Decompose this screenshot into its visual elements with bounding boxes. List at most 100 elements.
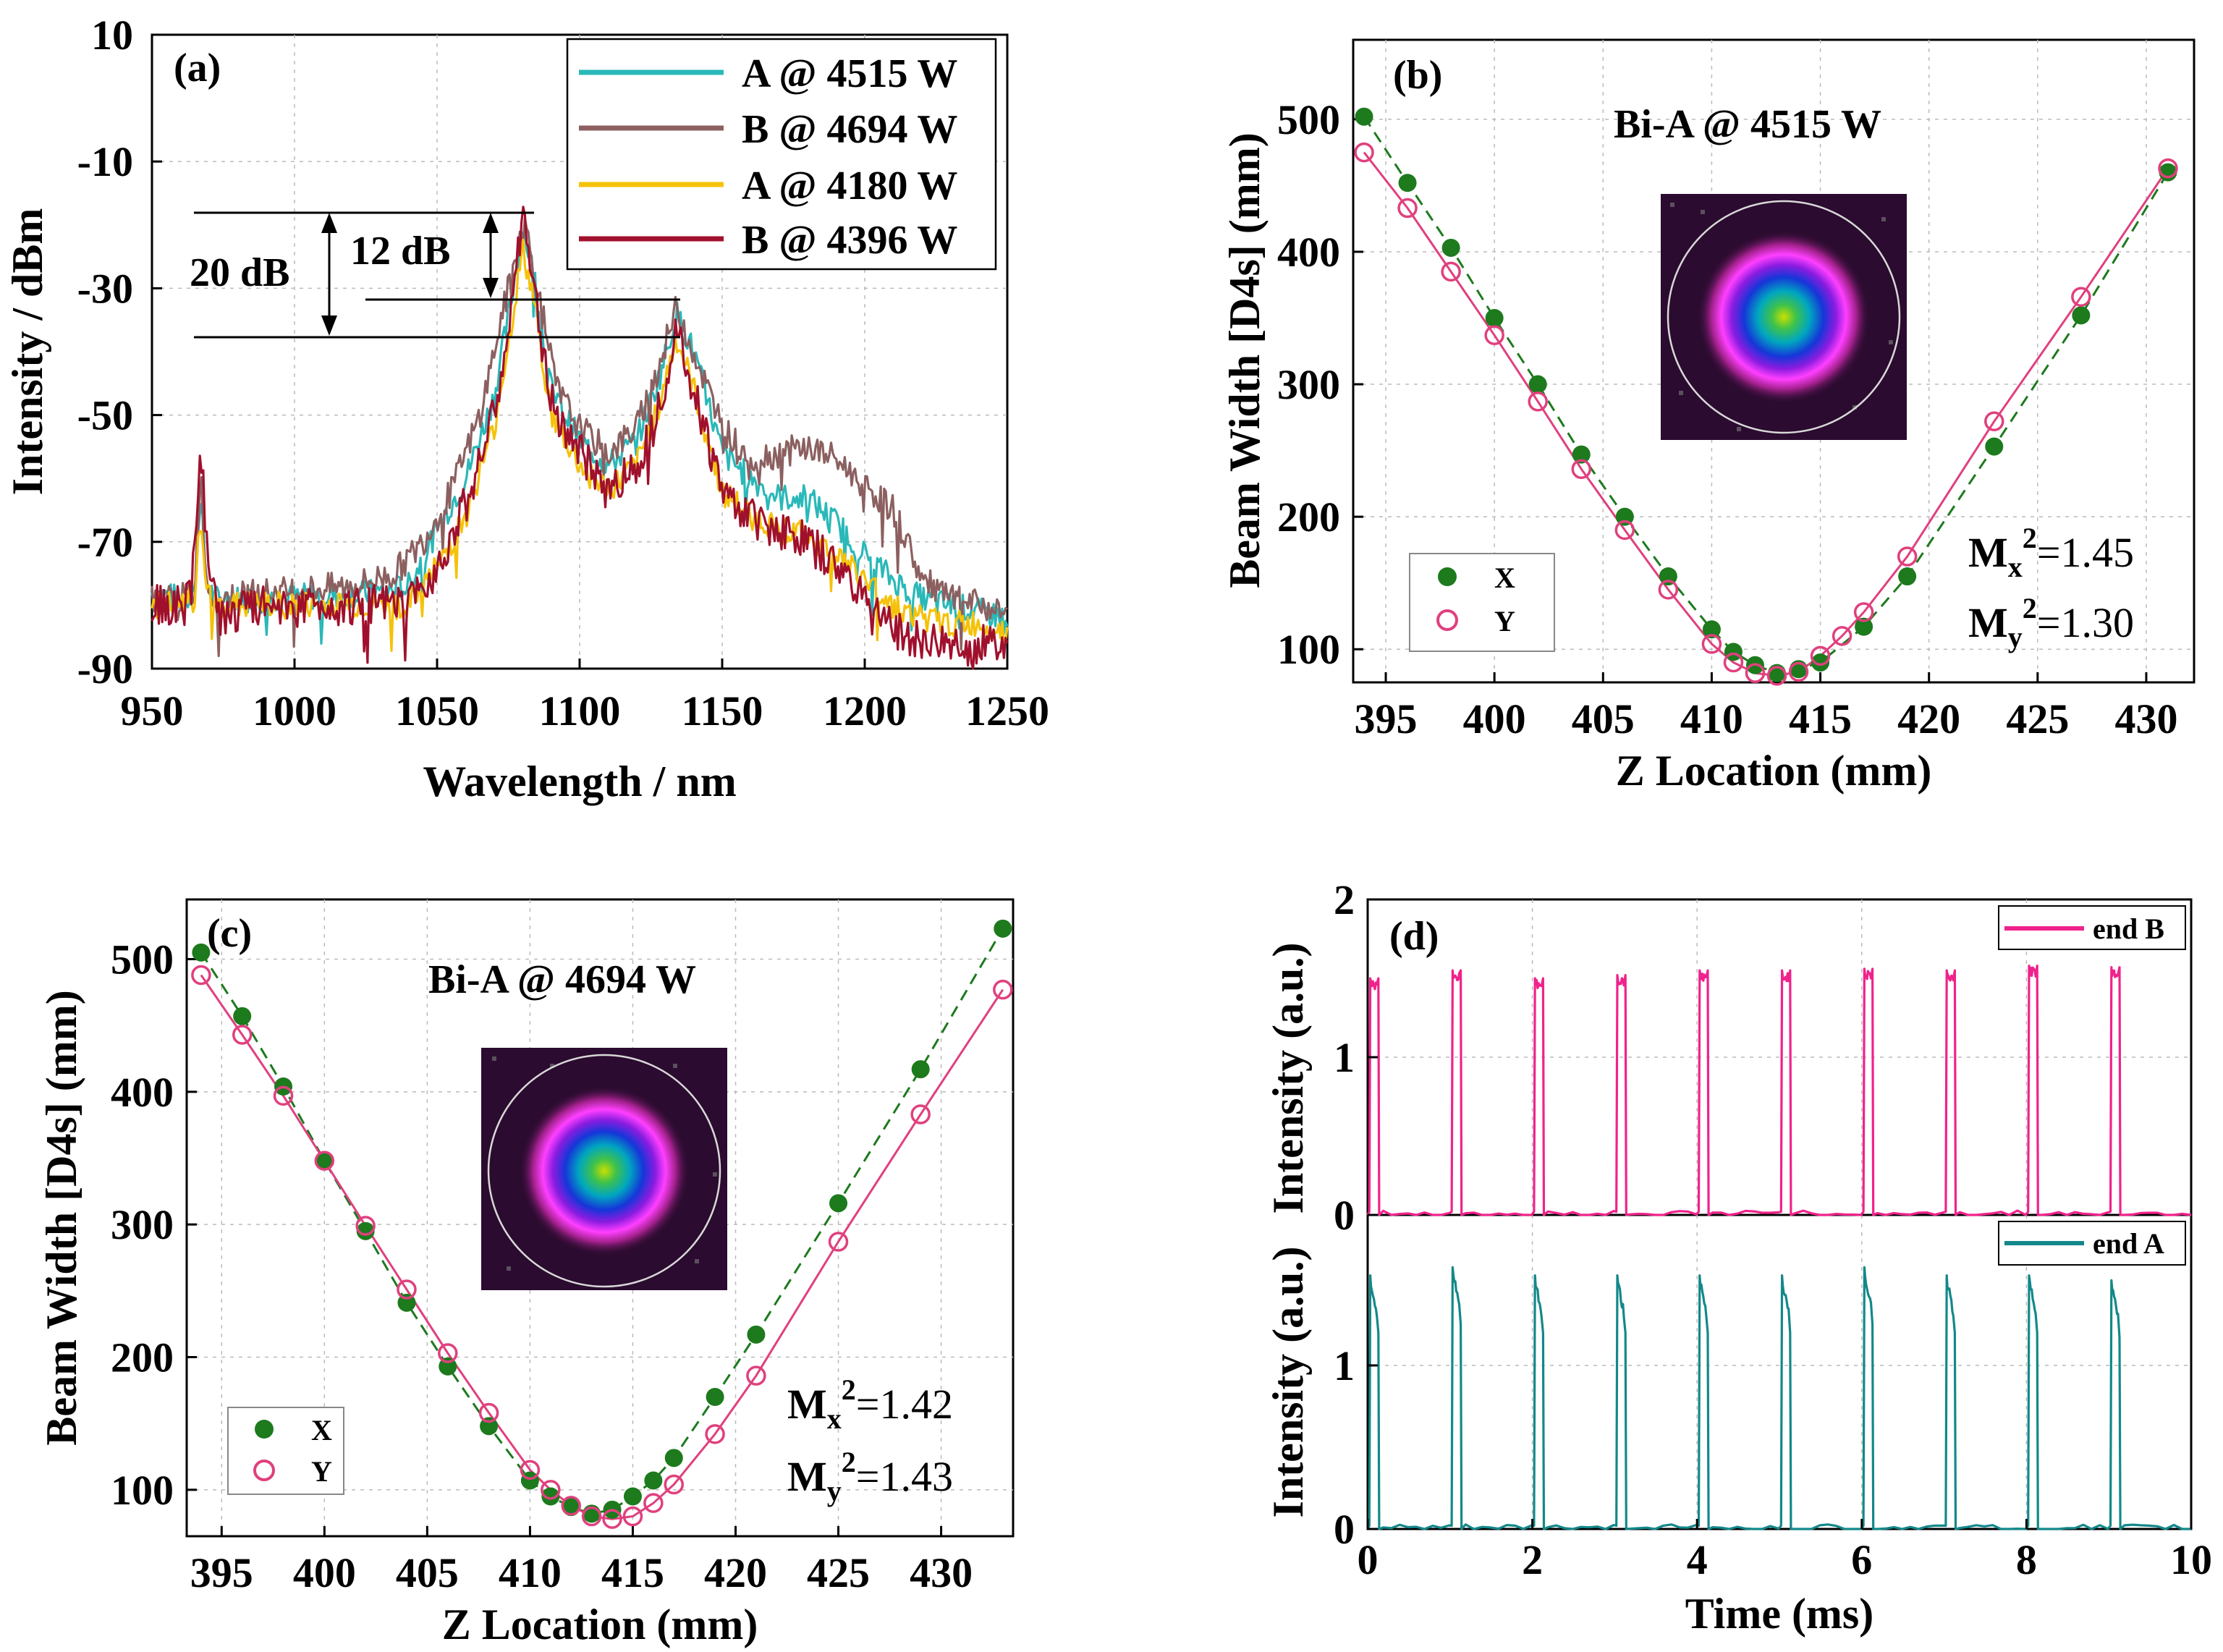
panel-b-m2x-value: =1.45 — [2037, 529, 2134, 576]
panel-b-point-x — [1355, 107, 1373, 126]
panel-b-point-y — [1658, 580, 1679, 600]
panel-c-point-x — [562, 1498, 580, 1517]
panel-b-point-y — [1832, 626, 1852, 646]
panel-c-point-y — [273, 1085, 294, 1106]
panel-a-ylabel: Intensity / dBm — [4, 208, 51, 496]
panel-d-top-ytick-label: 1 — [1334, 1034, 1355, 1081]
panel-c-ytick-label: 200 — [111, 1334, 174, 1381]
panel-a-series — [151, 206, 1009, 670]
panel-d-xtick-label: 8 — [2016, 1536, 2037, 1583]
panel-c-xtick-label: 425 — [807, 1549, 870, 1596]
panel-b-xtick-label: 425 — [2006, 695, 2069, 742]
legend-label-end-a: end A — [2093, 1227, 2164, 1260]
panel-d-xtick-label: 10 — [2170, 1536, 2212, 1583]
noise-pixel — [1701, 210, 1705, 214]
panel-b-xtick-label: 410 — [1680, 695, 1743, 742]
panel-b-xtick-label: 405 — [1572, 695, 1635, 742]
panel-d-xtick-label: 6 — [1851, 1536, 1872, 1583]
panel-b-point-y — [1701, 634, 1722, 654]
panel-b-point-x — [1702, 620, 1721, 639]
noise-pixel — [1889, 340, 1893, 344]
panel-b-point-y — [1571, 459, 1592, 479]
panel-c-point-y — [746, 1365, 766, 1386]
legend-marker-x — [255, 1420, 274, 1439]
legend-marker-y — [1436, 609, 1458, 631]
panel-c-xtick-label: 410 — [499, 1549, 562, 1596]
panel-c-ytick-label: 400 — [111, 1069, 174, 1116]
noise-pixel — [1670, 203, 1674, 207]
panel-a-xlabel: Wavelength / nm — [423, 758, 736, 805]
panel-d-xtick-label: 0 — [1358, 1536, 1379, 1583]
panel-c-xtick-label: 415 — [601, 1549, 664, 1596]
panel-b-point-x — [1572, 445, 1591, 464]
panel-a: 950 1000 1050 1100 1150 1200 1250 10 -10 -30 -50 -7… — [4, 12, 1049, 805]
panel-b-point-y — [1397, 198, 1418, 219]
panel-a-ytick-label: -90 — [77, 645, 133, 692]
panel-b-point-x — [1398, 174, 1417, 192]
panel-b-point-x — [1898, 567, 1917, 586]
panel-c-label: (c) — [207, 911, 252, 956]
panel-b-point-x — [1855, 617, 1873, 636]
legend-label-a-4515: A @ 4515 W — [742, 51, 957, 96]
legend-label-a-4180: A @ 4180 W — [742, 164, 957, 208]
panel-a-xtick-label: 1050 — [395, 687, 479, 734]
panel-c-series — [191, 919, 1013, 1529]
beam-profile-spot — [519, 1085, 690, 1256]
panel-c-point-y — [993, 979, 1013, 1000]
panel-c: 395 400 405 410 415 420 425 430100200300400500 … — [38, 898, 1015, 1648]
arrow-12db-head-up — [483, 213, 499, 233]
panel-a-xtick-label: 950 — [121, 687, 184, 734]
panel-b-ytick-label: 500 — [1277, 96, 1340, 143]
panel-a-ytick-label: 10 — [91, 12, 133, 59]
panel-b-point-y — [1354, 142, 1374, 163]
arrow-20db-head-up — [321, 213, 337, 233]
panel-d-gridlines — [1368, 899, 2191, 1529]
panel-b-ylabel: Beam Width [D4s] (mm) — [1221, 132, 1269, 588]
panel-b-point-y — [1788, 661, 1809, 682]
pulse-train-end-B — [1366, 965, 2192, 1216]
panel-b-point-y — [1484, 325, 1504, 346]
panel-c-beam-profile — [481, 1048, 727, 1290]
panel-c-xtick-label: 405 — [396, 1549, 459, 1596]
noise-pixel — [1737, 427, 1741, 431]
panel-b-point-y — [1984, 411, 2004, 432]
legend-label-x: X — [311, 1414, 332, 1446]
panel-b-xtick-label: 415 — [1789, 695, 1852, 742]
noise-pixel — [492, 1056, 496, 1061]
panel-b-point-x — [1811, 653, 1830, 672]
panel-b-series — [1354, 107, 2178, 686]
panel-b-xtick-label: 395 — [1355, 695, 1418, 742]
noise-pixel — [1881, 217, 1886, 221]
panel-b-point-y — [1441, 261, 1461, 282]
beam-profile-aperture — [1667, 200, 1901, 434]
panel-c-point-y — [828, 1232, 849, 1252]
panel-b-m2x: Mx2=1.45 — [1968, 522, 2134, 583]
panel-c-m2y-value: =1.43 — [856, 1453, 953, 1500]
panel-b-legend: X Y — [1409, 553, 1555, 652]
panel-c-point-y — [581, 1506, 602, 1527]
panel-b-point-y — [2071, 287, 2091, 307]
panel-c-point-y — [910, 1104, 931, 1124]
panel-b-point-x — [1441, 238, 1460, 257]
beam-profile-noise — [492, 1056, 717, 1271]
legend-label-b-4396: B @ 4396 W — [742, 218, 957, 263]
panel-c-point-x — [233, 1007, 252, 1025]
panel-d-xtick-label: 4 — [1687, 1536, 1708, 1583]
panel-c-xlabel: Z Location (mm) — [442, 1601, 758, 1648]
noise-pixel — [673, 1064, 677, 1068]
panel-b-xtick-label: 420 — [1897, 695, 1960, 742]
noise-pixel — [1679, 391, 1683, 395]
panel-c-point-y — [602, 1509, 622, 1529]
panel-d-series — [1366, 965, 2192, 1530]
panel-b-point-y — [1853, 602, 1874, 622]
panel-c-m2x-value: =1.42 — [856, 1381, 953, 1428]
panel-c-point-x — [623, 1487, 642, 1506]
panel-b-point-y — [1766, 666, 1787, 686]
panel-c-legend: X Y — [227, 1407, 344, 1495]
panel-b-point-y — [2158, 158, 2178, 179]
panel-b-xlabel: Z Location (mm) — [1616, 747, 1932, 795]
panel-b-title: Bi-A @ 4515 W — [1614, 102, 1881, 147]
arrow-20db-head-down — [321, 315, 337, 336]
panel-b-xtick-label: 430 — [2114, 695, 2177, 742]
panel-c-point-x — [664, 1449, 683, 1467]
